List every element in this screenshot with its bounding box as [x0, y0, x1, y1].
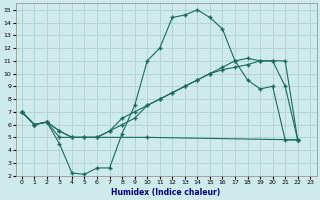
X-axis label: Humidex (Indice chaleur): Humidex (Indice chaleur) [111, 188, 221, 197]
